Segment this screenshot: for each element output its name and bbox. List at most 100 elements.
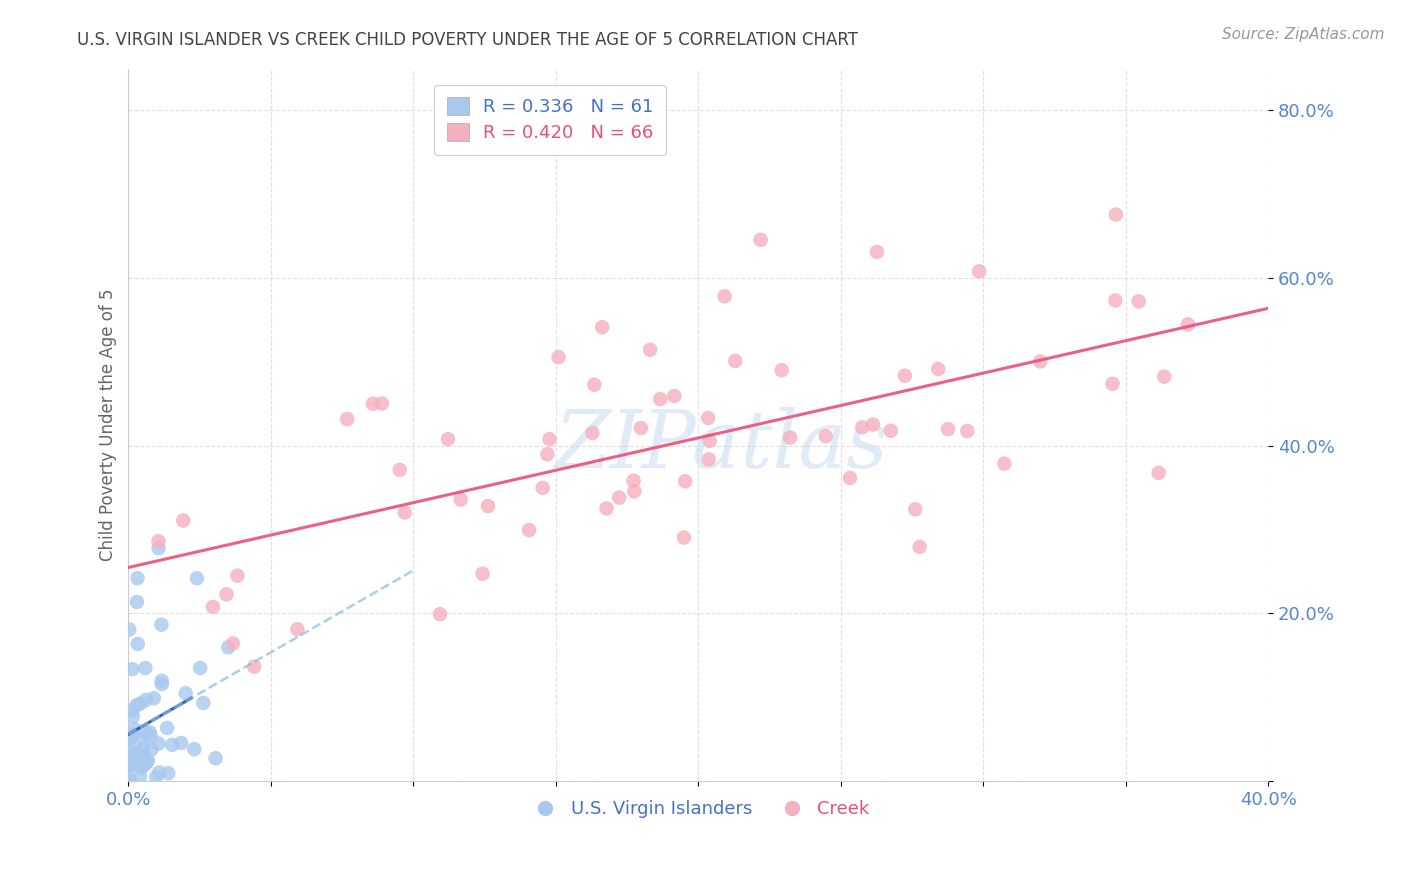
Point <box>595 501 617 516</box>
Point <box>1104 293 1126 308</box>
Point <box>118 771 141 785</box>
Point <box>779 431 801 445</box>
Point <box>118 759 141 773</box>
Point <box>699 434 721 448</box>
Point <box>672 531 695 545</box>
Point <box>138 725 160 739</box>
Point <box>134 757 156 772</box>
Point <box>193 696 215 710</box>
Point <box>129 756 152 770</box>
Point <box>336 412 359 426</box>
Point <box>134 661 156 675</box>
Point <box>156 721 179 735</box>
Point <box>517 523 540 537</box>
Point <box>623 474 645 488</box>
Point <box>394 506 416 520</box>
Point <box>129 760 152 774</box>
Point <box>120 747 142 761</box>
Point <box>1153 369 1175 384</box>
Point <box>117 757 139 772</box>
Point <box>477 499 499 513</box>
Point <box>148 765 170 780</box>
Point <box>581 425 603 440</box>
Point <box>673 475 696 489</box>
Point <box>132 741 155 756</box>
Point <box>1105 208 1128 222</box>
Point <box>125 751 148 765</box>
Point <box>713 289 735 303</box>
Point <box>697 452 720 467</box>
Point <box>135 755 157 769</box>
Point <box>880 424 903 438</box>
Point <box>204 751 226 765</box>
Text: U.S. VIRGIN ISLANDER VS CREEK CHILD POVERTY UNDER THE AGE OF 5 CORRELATION CHART: U.S. VIRGIN ISLANDER VS CREEK CHILD POVE… <box>77 31 858 49</box>
Point <box>135 693 157 707</box>
Point <box>623 484 645 499</box>
Point <box>770 363 793 377</box>
Point <box>129 697 152 711</box>
Point <box>607 491 630 505</box>
Point <box>148 737 170 751</box>
Point <box>866 244 889 259</box>
Point <box>122 722 145 736</box>
Point <box>129 770 152 784</box>
Point <box>142 691 165 706</box>
Point <box>121 662 143 676</box>
Point <box>583 377 606 392</box>
Point <box>121 758 143 772</box>
Point <box>128 745 150 759</box>
Point <box>170 736 193 750</box>
Point <box>862 417 884 432</box>
Point <box>1029 354 1052 368</box>
Point <box>956 424 979 438</box>
Point <box>148 534 170 549</box>
Point <box>749 233 772 247</box>
Point <box>371 396 394 410</box>
Point <box>122 709 145 723</box>
Point <box>1128 294 1150 309</box>
Point <box>186 571 208 585</box>
Point <box>120 730 142 744</box>
Point <box>125 595 148 609</box>
Point <box>121 703 143 717</box>
Point <box>591 320 613 334</box>
Point <box>157 766 180 780</box>
Point <box>118 773 141 788</box>
Point <box>531 481 554 495</box>
Point <box>201 599 224 614</box>
Y-axis label: Child Poverty Under the Age of 5: Child Poverty Under the Age of 5 <box>100 288 117 561</box>
Point <box>150 617 173 632</box>
Point <box>285 622 308 636</box>
Point <box>1147 466 1170 480</box>
Point <box>471 566 494 581</box>
Point <box>664 389 686 403</box>
Point <box>121 728 143 742</box>
Point <box>160 738 183 752</box>
Point <box>904 502 927 516</box>
Point <box>125 745 148 759</box>
Point <box>118 737 141 751</box>
Point <box>150 677 173 691</box>
Point <box>150 673 173 688</box>
Point <box>215 587 238 601</box>
Point <box>437 432 460 446</box>
Point <box>650 392 672 406</box>
Point <box>927 362 949 376</box>
Point <box>851 420 873 434</box>
Point <box>814 429 837 443</box>
Point <box>129 749 152 764</box>
Point <box>226 568 249 582</box>
Point <box>697 411 720 425</box>
Point <box>388 463 411 477</box>
Point <box>1101 376 1123 391</box>
Point <box>118 623 141 637</box>
Point <box>118 753 141 767</box>
Legend: U.S. Virgin Islanders, Creek: U.S. Virgin Islanders, Creek <box>520 793 876 825</box>
Point <box>967 264 990 278</box>
Point <box>222 636 245 650</box>
Point <box>188 661 211 675</box>
Point <box>131 759 153 773</box>
Point <box>145 770 167 784</box>
Point <box>172 514 194 528</box>
Point <box>908 540 931 554</box>
